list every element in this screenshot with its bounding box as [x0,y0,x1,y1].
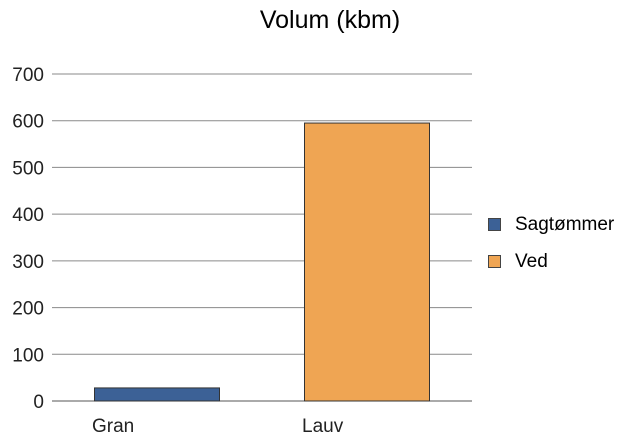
legend-item-ved: Ved [488,243,614,280]
y-tick-label-0: 0 [33,392,44,413]
y-tick-label-300: 300 [12,252,44,273]
legend-swatch-ved [488,255,501,268]
x-tick-label-gran: Gran [92,416,134,437]
y-tick-label-400: 400 [12,205,44,226]
y-tick-label-600: 600 [12,112,44,133]
legend: Sagtømmer Ved [488,206,614,280]
legend-swatch-sagtommer [488,218,501,231]
bar-gran-0 [94,387,220,402]
y-tick-label-100: 100 [12,345,44,366]
y-tick-label-700: 700 [12,65,44,86]
chart-title: Volum (kbm) [259,6,401,34]
y-tick-label-500: 500 [12,158,44,179]
legend-label-sagtommer: Sagtømmer [515,213,615,235]
legend-item-sagtommer: Sagtømmer [488,206,614,243]
y-tick-label-200: 200 [12,299,44,320]
bar-lauv-1 [304,122,430,402]
x-tick-label-lauv: Lauv [302,416,344,437]
legend-label-ved: Ved [515,250,548,272]
